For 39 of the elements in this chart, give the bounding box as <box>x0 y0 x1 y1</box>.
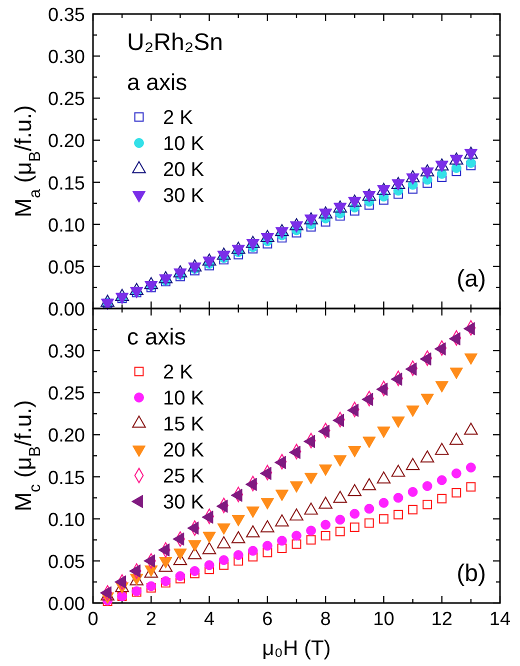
x-tick-label: 4 <box>204 609 215 630</box>
x-tick-label: 6 <box>262 609 273 630</box>
x-tick-label: 8 <box>320 609 331 630</box>
y-tick-label: 0.30 <box>48 47 85 68</box>
y-tick-label: 0.35 <box>48 5 85 26</box>
legend-label: 20 K <box>163 159 205 181</box>
x-tick-label: 2 <box>146 609 156 630</box>
legend-label: 2 K <box>163 362 194 384</box>
y-tick-label: 0.15 <box>48 173 85 194</box>
y-tick-label: 0.15 <box>48 468 85 489</box>
legend-label: 10 K <box>163 133 205 155</box>
x-axis-title: μ₀H (T) <box>262 637 331 660</box>
annotation: U₂Rh₂Sn <box>127 29 223 56</box>
y-tick-label: 0.20 <box>48 131 85 152</box>
legend-label: 30 K <box>163 185 205 207</box>
y-tick-label: 0.05 <box>48 552 85 573</box>
x-tick-label: 0 <box>88 609 98 630</box>
y-tick-label: 0.10 <box>48 215 85 236</box>
y-tick-label: 0.00 <box>48 594 85 615</box>
y-tick-label: 0.25 <box>48 89 85 110</box>
legend-label: 20 K <box>163 440 205 462</box>
y-tick-label: 0.10 <box>48 510 85 531</box>
legend-label: 15 K <box>163 414 205 436</box>
legend-label: 10 K <box>163 388 205 410</box>
legend-label: 25 K <box>163 466 205 488</box>
annotation: (b) <box>456 560 486 587</box>
x-tick-label: 14 <box>489 609 511 630</box>
legend-label: 2 K <box>163 107 194 129</box>
y-tick-label: 0.30 <box>48 342 85 363</box>
y-tick-label: 0.00 <box>48 300 85 320</box>
y-tick-label: 0.25 <box>48 384 85 405</box>
legend-label: 30 K <box>163 492 205 514</box>
legend-title: c axis <box>127 324 186 350</box>
y-tick-label: 0.05 <box>48 257 85 278</box>
x-tick-label: 12 <box>431 609 452 630</box>
legend-title: a axis <box>127 69 188 95</box>
annotation: (a) <box>456 266 486 292</box>
x-tick-label: 10 <box>373 609 394 630</box>
y-tick-label: 0.20 <box>48 426 85 447</box>
